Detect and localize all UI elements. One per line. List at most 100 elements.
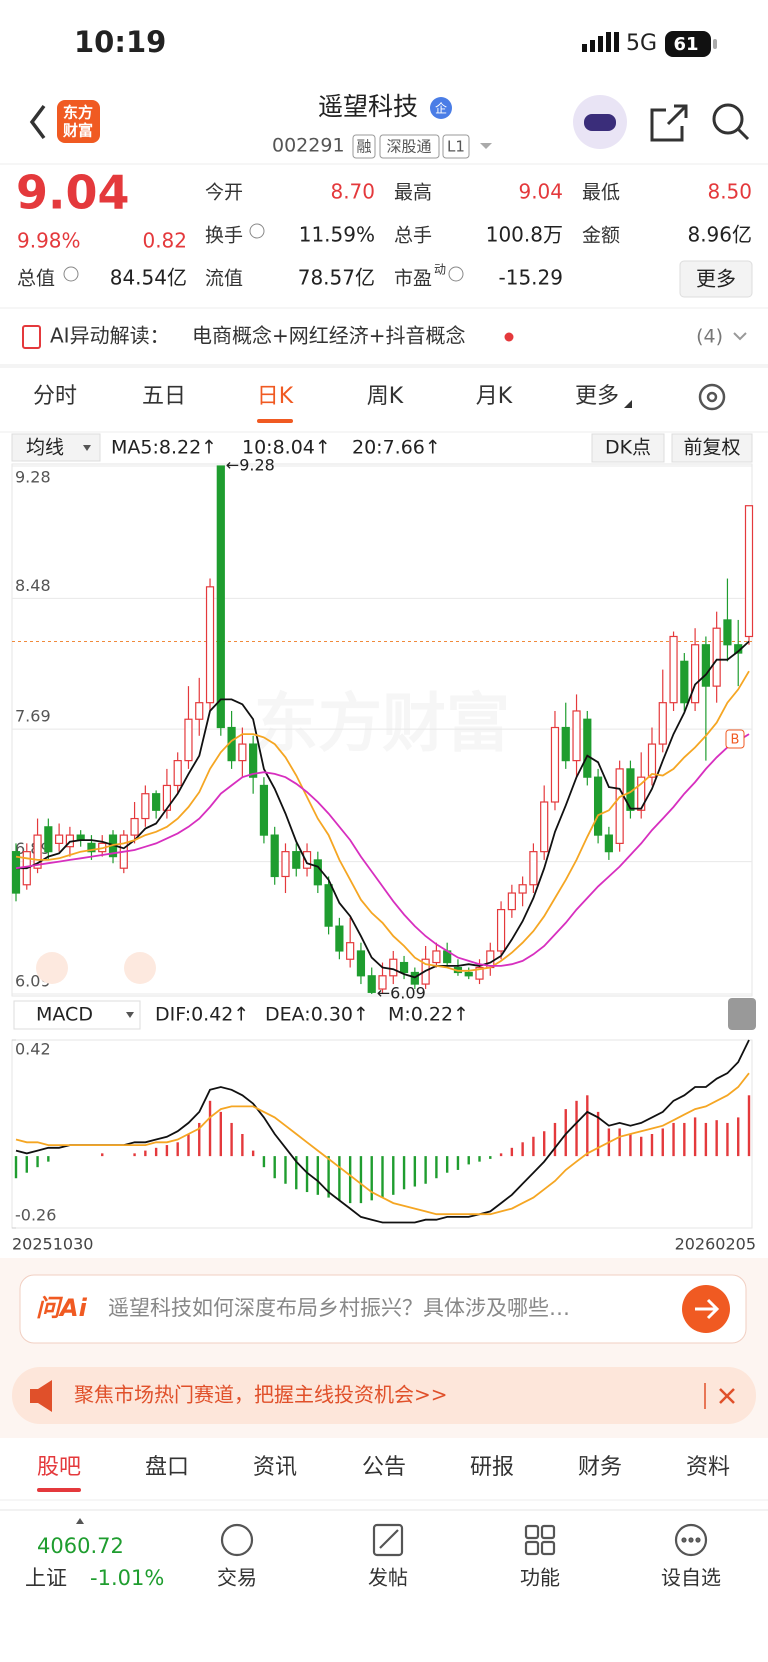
banner-text[interactable]: 聚焦市场热门赛道，把握主线投资机会>> <box>74 1383 448 1407</box>
y-tick-label: 7.69 <box>15 707 51 726</box>
chart-button-label[interactable]: 前复权 <box>683 437 740 459</box>
content-tab[interactable]: 资料 <box>686 1455 730 1480</box>
content-tab[interactable]: 资讯 <box>253 1455 297 1480</box>
field-label: 最低 <box>582 182 620 204</box>
side-tab[interactable] <box>728 998 756 1030</box>
plot-frame <box>11 1039 753 1229</box>
period-tab[interactable]: 日K <box>257 384 294 409</box>
period-tab[interactable]: 分时 <box>33 384 77 409</box>
candle-body <box>130 817 139 836</box>
plot-frame <box>11 463 753 997</box>
badge-text: 企 <box>435 101 447 116</box>
x-tick-label: 20251030 <box>12 1235 93 1254</box>
period-tab[interactable]: 五日 <box>142 384 186 409</box>
ask-ai-question[interactable]: 遥望科技如何深度布局乡村振兴？具体涉及哪些… <box>108 1296 570 1320</box>
y-tick-label: 9.28 <box>15 468 51 487</box>
index-change[interactable]: -1.01% <box>90 1566 164 1590</box>
series-line <box>15 670 750 972</box>
content-tab[interactable]: 盘口 <box>145 1455 189 1480</box>
more-button-label[interactable]: 更多 <box>696 267 736 291</box>
candle-body <box>540 801 549 853</box>
candle-body <box>550 726 560 803</box>
nav-item[interactable]: 交易 <box>217 1566 257 1590</box>
legend-entry: 10:8.04↑ <box>242 437 331 459</box>
candle-body <box>669 635 678 704</box>
dropdown-icon[interactable] <box>480 143 492 149</box>
app-logo[interactable] <box>57 100 100 143</box>
period-tab[interactable]: 周K <box>367 384 404 409</box>
info-icon[interactable] <box>448 266 464 282</box>
y-tick-label: 0.42 <box>15 1040 51 1059</box>
tag: 融 <box>356 138 371 156</box>
period-tab[interactable]: 月K <box>476 384 513 409</box>
field-value: 84.54亿 <box>110 266 187 290</box>
tag: L1 <box>447 138 465 156</box>
ai-label[interactable]: AI异动解读： <box>50 324 170 348</box>
content-tab[interactable]: 财务 <box>578 1455 622 1480</box>
info-icon[interactable] <box>63 266 79 282</box>
candle-body <box>496 908 506 952</box>
field-label: 总值 <box>17 268 55 290</box>
expand-icon[interactable] <box>733 332 747 341</box>
more-button[interactable] <box>679 260 753 298</box>
candle-body <box>33 834 42 869</box>
selector-box[interactable] <box>13 1000 141 1030</box>
stock-name: 遥望科技 <box>318 92 418 121</box>
legend-entry: 20:7.66↑ <box>352 437 441 459</box>
search-icon[interactable] <box>712 103 744 135</box>
info-icon[interactable] <box>249 223 265 239</box>
candle-body <box>507 892 516 911</box>
nav-button[interactable] <box>36 952 68 984</box>
ask-ai-box[interactable] <box>19 1274 747 1344</box>
indicator-selector[interactable]: MACD <box>36 1004 93 1026</box>
legend-entry: DIF:0.42↑ <box>155 1004 249 1026</box>
nav-item[interactable]: 发帖 <box>368 1566 408 1590</box>
candle-body <box>141 793 150 820</box>
content-tab[interactable]: 公告 <box>362 1455 406 1480</box>
indicator-selector[interactable]: 均线 <box>26 437 64 459</box>
candle-body <box>529 851 538 886</box>
candle-body <box>270 834 279 878</box>
content-tab[interactable]: 研报 <box>470 1455 514 1480</box>
period-tab[interactable]: 更多 <box>575 384 619 409</box>
field-value: -15.29 <box>499 266 563 290</box>
field-value: 11.59% <box>299 223 375 247</box>
candle-body <box>658 702 667 745</box>
field-value: 9.04 <box>518 180 563 204</box>
candle-body <box>249 743 258 778</box>
zoom-button[interactable] <box>124 952 156 984</box>
battery-tip <box>713 39 717 49</box>
signal-marker: B <box>731 733 740 748</box>
banner[interactable] <box>12 1367 756 1424</box>
back-button[interactable] <box>29 104 46 140</box>
ask-ai-logo: 问Ai <box>36 1294 88 1322</box>
dropdown-icon <box>83 445 91 451</box>
candle-body <box>432 950 441 964</box>
nav-item[interactable]: 设自选 <box>661 1566 721 1590</box>
candle-body <box>712 627 721 687</box>
candle-body <box>152 793 161 811</box>
index-name[interactable]: 上证 <box>25 1566 67 1590</box>
y-tick-label: -0.26 <box>15 1206 56 1225</box>
candle-body <box>637 776 646 811</box>
field-label: 市盈 <box>394 268 432 290</box>
candle-body <box>680 660 689 704</box>
collapse-icon[interactable] <box>76 1518 84 1524</box>
content-tab[interactable]: 股吧 <box>37 1455 81 1480</box>
close-button[interactable] <box>719 1388 735 1404</box>
chart-button[interactable] <box>591 433 665 463</box>
share-icon[interactable] <box>650 104 688 142</box>
divider <box>0 364 768 368</box>
series-line <box>15 1039 750 1224</box>
candle-body <box>292 851 301 869</box>
candle-body <box>572 710 581 762</box>
stock-code: 002291 <box>272 135 345 157</box>
chart-button[interactable] <box>671 433 753 463</box>
ai-topics[interactable]: 电商概念+网红经济+抖音概念 <box>192 324 466 348</box>
search-handle <box>736 127 750 141</box>
change: 0.82 <box>142 229 187 253</box>
nav-item[interactable]: 功能 <box>520 1566 560 1590</box>
chart-button-label[interactable]: DK点 <box>605 437 651 459</box>
settings-icon[interactable] <box>698 383 726 411</box>
index-value[interactable]: 4060.72 <box>37 1534 124 1558</box>
